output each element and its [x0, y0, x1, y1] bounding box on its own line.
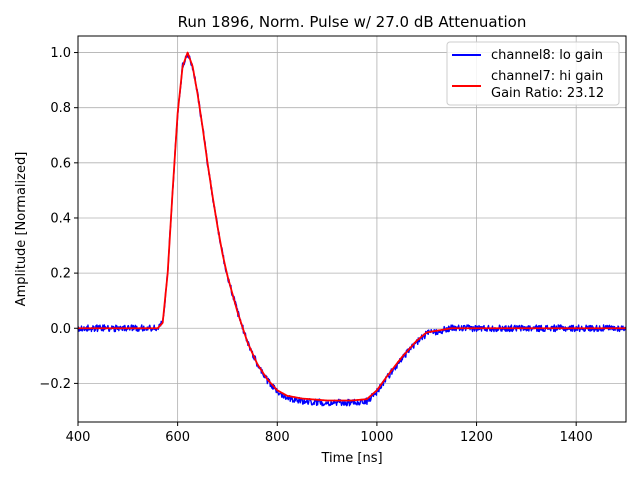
y-tick-label: 1.0 — [50, 46, 71, 61]
y-tick-label: 0.4 — [50, 211, 71, 226]
x-axis: 400 600 800 1000 1200 1400 — [66, 422, 593, 445]
series-line-hi-gain — [78, 51, 626, 402]
y-tick-label: 0.6 — [50, 156, 71, 171]
legend-box — [446, 41, 620, 106]
legend-annotation-gain-ratio: Gain Ratio: 23.12 — [491, 86, 604, 101]
x-tick-label: 1200 — [460, 430, 493, 445]
plot-frame — [77, 35, 627, 423]
y-tick-label: 0.8 — [50, 101, 71, 116]
series-line-lo-gain — [77, 52, 627, 407]
x-tick-label: 1400 — [560, 430, 593, 445]
x-tick-label: 400 — [66, 430, 91, 445]
legend-label-hi-gain: channel7: hi gain — [491, 69, 603, 84]
y-tick-label: 0.2 — [50, 267, 71, 282]
y-tick-label: −0.2 — [39, 377, 71, 392]
x-tick-label: 600 — [165, 430, 190, 445]
x-tick-label: 800 — [265, 430, 290, 445]
y-axis-label: Amplitude [Normalized] — [14, 152, 29, 307]
y-axis: −0.2 0.0 0.2 0.4 0.6 0.8 1.0 — [39, 46, 78, 392]
x-tick-label: 1000 — [360, 430, 393, 445]
chart-title: Run 1896, Norm. Pulse w/ 27.0 dB Attenua… — [178, 13, 527, 31]
x-axis-label: Time [ns] — [320, 451, 382, 466]
legend-label-lo-gain: channel8: lo gain — [491, 48, 603, 63]
series-layer — [77, 51, 627, 407]
y-tick-label: 0.0 — [50, 322, 71, 337]
legend: channel8: lo gain channel7: hi gain Gain… — [446, 41, 620, 106]
